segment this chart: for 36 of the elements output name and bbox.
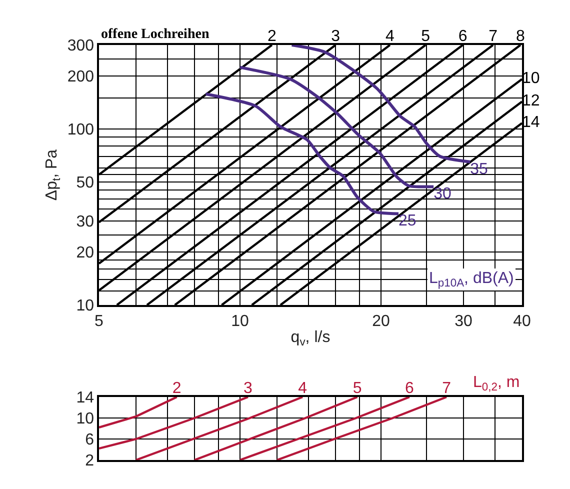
y-tick-label: 6 xyxy=(85,432,94,449)
series-label: 6 xyxy=(458,28,468,45)
x-tick-label: 5 xyxy=(94,312,104,330)
x-tick-label: 10 xyxy=(231,312,249,330)
y-tick-label: 200 xyxy=(67,68,94,86)
x-tick-label: 30 xyxy=(454,312,472,330)
annotation: L$_{p10A}$, dB(A) xyxy=(429,270,514,290)
x-tick-label: 20 xyxy=(372,312,390,330)
series-label: 10 xyxy=(522,70,540,88)
series-label: 8 xyxy=(516,28,526,45)
series-label: 5 xyxy=(352,380,362,397)
y-tick-label: 100 xyxy=(67,122,94,139)
y-tick-label: 10 xyxy=(76,298,94,315)
series-label: 14 xyxy=(522,114,540,132)
series-label: 12 xyxy=(522,92,540,110)
y-tick-label: 30 xyxy=(76,214,94,231)
text: L$_{0,2}$, m xyxy=(473,374,520,394)
y-tick-label: 300 xyxy=(67,38,94,55)
series-label: 7 xyxy=(442,380,452,397)
series-label: 3 xyxy=(244,380,253,397)
y-tick-label: 20 xyxy=(76,244,94,262)
series-label: 5 xyxy=(421,28,430,45)
y-tick-label: 50 xyxy=(76,174,94,192)
y-tick-label: 14 xyxy=(76,390,94,407)
series-label: 7 xyxy=(488,28,498,45)
y-tick-label: 10 xyxy=(76,410,94,428)
series-label: 3 xyxy=(331,28,340,45)
series-label: 2 xyxy=(267,28,276,45)
x-tick-label: 40 xyxy=(513,312,531,330)
series-label: 4 xyxy=(385,28,394,45)
series-label: 6 xyxy=(404,380,414,397)
series-label: 4 xyxy=(298,380,308,397)
x-axis-title: q$_{v}$, l/s xyxy=(290,329,330,349)
chart-title: offene Lochreihen xyxy=(101,27,210,42)
series-label: 2 xyxy=(172,380,182,397)
y-tick-label: 2 xyxy=(85,452,94,470)
